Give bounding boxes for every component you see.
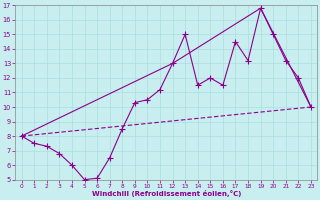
- X-axis label: Windchill (Refroidissement éolien,°C): Windchill (Refroidissement éolien,°C): [92, 190, 241, 197]
